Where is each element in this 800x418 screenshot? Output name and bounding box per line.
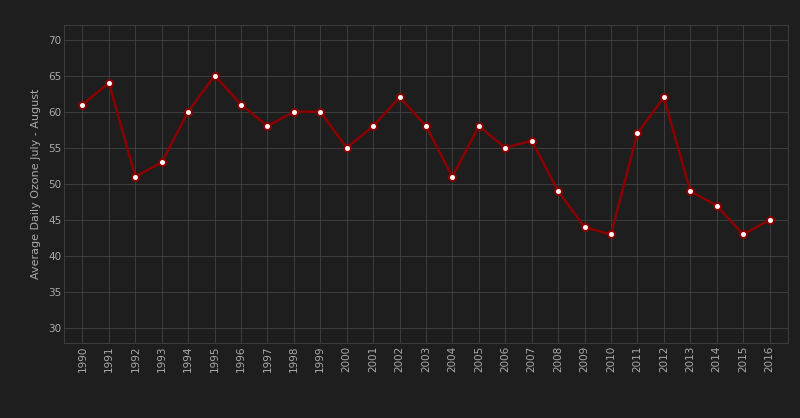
Y-axis label: Average Daily Ozone July - August: Average Daily Ozone July - August <box>31 89 41 279</box>
